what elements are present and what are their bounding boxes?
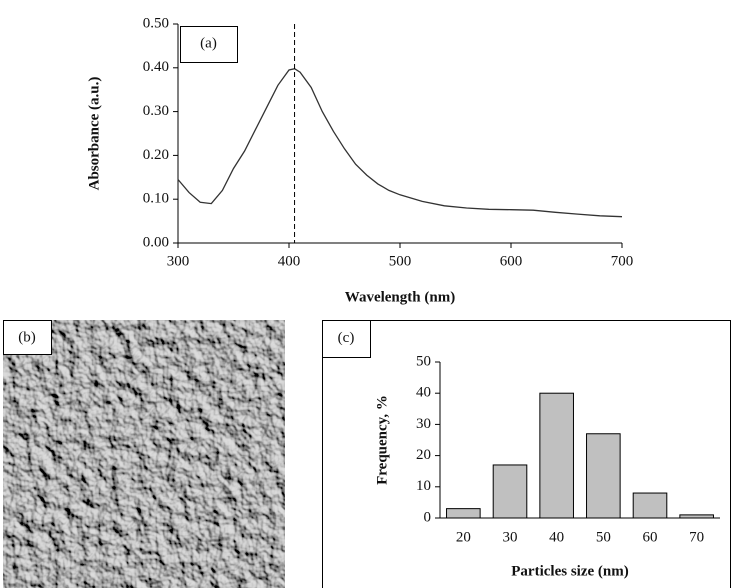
x-tick-label: 300 bbox=[167, 253, 190, 269]
y-tick-label: 40 bbox=[416, 385, 431, 401]
x-tick-label: 500 bbox=[389, 253, 412, 269]
panel-label: (a) bbox=[200, 35, 217, 51]
panel-label: (b) bbox=[18, 329, 36, 345]
y-tick-label: 0.20 bbox=[143, 147, 169, 163]
x-axis-title: Wavelength (nm) bbox=[345, 289, 455, 305]
y-tick-label: 10 bbox=[416, 478, 431, 494]
x-tick-label: 70 bbox=[689, 529, 704, 545]
bar bbox=[587, 434, 621, 518]
y-tick-label: 0.30 bbox=[143, 103, 169, 119]
bar bbox=[493, 465, 527, 518]
panel-label: (c) bbox=[338, 330, 355, 346]
x-tick-label: 400 bbox=[278, 253, 301, 269]
bar bbox=[447, 509, 481, 518]
spectrum-line bbox=[178, 69, 622, 217]
bar bbox=[633, 493, 667, 518]
y-tick-label: 20 bbox=[416, 447, 431, 463]
afm-texture bbox=[3, 320, 285, 588]
y-tick-label: 0.50 bbox=[143, 15, 169, 31]
bar bbox=[680, 515, 714, 518]
y-tick-label: 0.40 bbox=[143, 59, 169, 75]
y-axis-title: Absorbance (a.u.) bbox=[86, 77, 102, 191]
x-tick-label: 40 bbox=[549, 529, 564, 545]
y-tick-label: 0.10 bbox=[143, 191, 169, 207]
y-tick-label: 50 bbox=[416, 353, 431, 369]
x-tick-label: 600 bbox=[500, 253, 523, 269]
y-tick-label: 0 bbox=[424, 509, 432, 525]
x-tick-label: 50 bbox=[596, 529, 611, 545]
x-tick-label: 60 bbox=[643, 529, 658, 545]
x-axis-title: Particles size (nm) bbox=[511, 563, 628, 579]
figure: (b) (a) 0.00 0.10 0.20 0.30 0.40 0.50 Absorbanc… bbox=[0, 0, 731, 588]
bar bbox=[540, 393, 574, 518]
y-axis-title: Frequency, % bbox=[374, 395, 390, 485]
y-tick-label: 30 bbox=[416, 416, 431, 432]
x-tick-label: 700 bbox=[611, 253, 634, 269]
x-tick-label: 30 bbox=[503, 529, 518, 545]
x-tick-label: 20 bbox=[456, 529, 471, 545]
y-tick-label: 0.00 bbox=[143, 234, 169, 250]
